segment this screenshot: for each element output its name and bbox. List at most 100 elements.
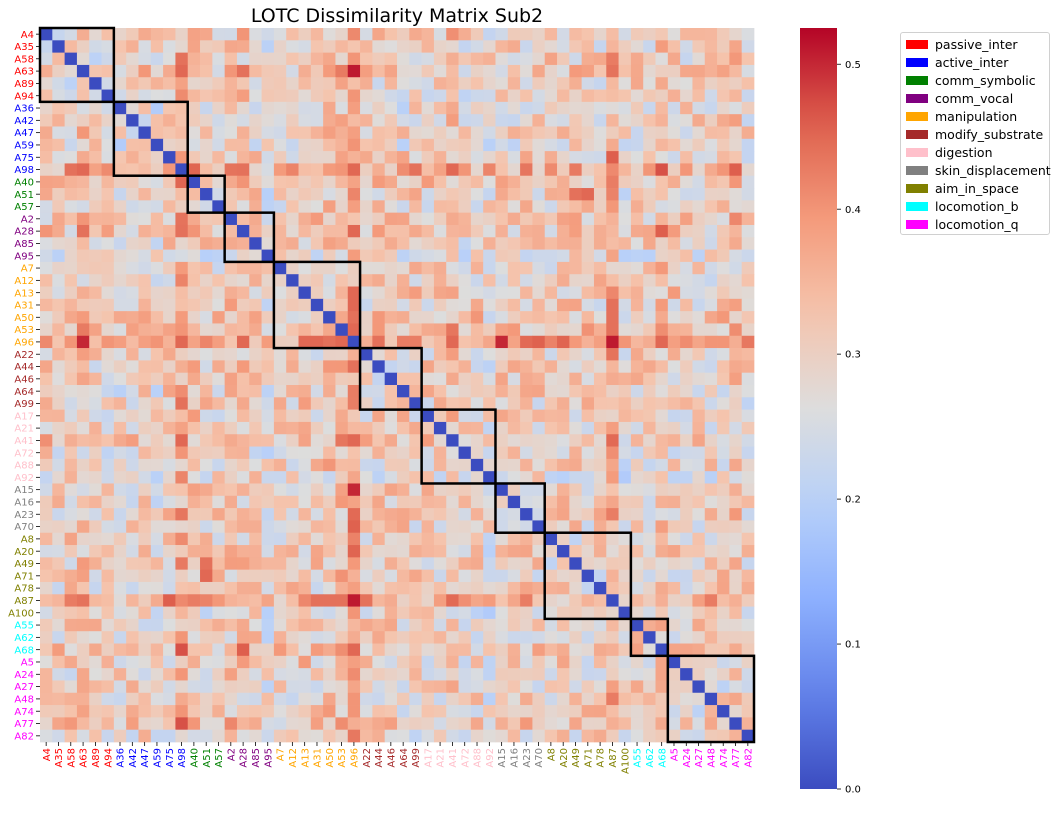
heatmap-cell (89, 434, 102, 447)
heatmap-cell (249, 77, 262, 90)
heatmap-cell (470, 545, 484, 558)
heatmap-cell (76, 40, 90, 53)
heatmap-cell (729, 335, 743, 349)
heatmap-cell (384, 729, 398, 743)
heatmap-cell (643, 101, 656, 115)
heatmap-cell (618, 594, 632, 607)
heatmap-cell (212, 495, 226, 509)
heatmap-cell (397, 655, 410, 669)
heatmap-cell (692, 495, 706, 509)
heatmap-cell (113, 372, 127, 386)
heatmap-cell (360, 323, 373, 337)
heatmap-cell (741, 397, 755, 410)
heatmap-cell (323, 655, 336, 669)
heatmap-cell (729, 532, 743, 546)
heatmap-cell (593, 151, 607, 164)
heatmap-cell (360, 508, 373, 521)
heatmap-cell (692, 458, 706, 472)
heatmap-cell (606, 705, 619, 718)
heatmap-cell (212, 274, 226, 287)
heatmap-cell (64, 508, 78, 521)
heatmap-cell (397, 360, 410, 374)
heatmap-cell (384, 397, 398, 410)
heatmap-cell (520, 434, 533, 447)
heatmap-cell (224, 409, 238, 423)
heatmap-cell (470, 668, 484, 681)
heatmap-cell (163, 508, 176, 521)
heatmap-cell (680, 298, 693, 312)
heatmap-cell (692, 28, 706, 41)
heatmap-cell (335, 335, 349, 349)
heatmap-cell (335, 163, 349, 177)
heatmap-cell (458, 495, 472, 509)
heatmap-cell (643, 298, 656, 312)
heatmap-cell (200, 655, 213, 669)
heatmap-cell (421, 668, 435, 681)
heatmap-cell (680, 101, 693, 115)
heatmap-cell (273, 261, 287, 275)
heatmap-cell (520, 261, 533, 275)
heatmap-cell (187, 200, 201, 214)
heatmap-cell (40, 397, 53, 410)
heatmap-cell (52, 335, 65, 349)
heatmap-cell (470, 655, 484, 669)
heatmap-cell (704, 434, 718, 447)
y-tick-label: A42 (14, 116, 34, 127)
heatmap-cell (298, 397, 312, 410)
heatmap-cell (729, 643, 743, 657)
heatmap-cell (76, 249, 90, 263)
heatmap-cell (236, 261, 250, 275)
group-block-locomotion_b (629, 617, 670, 658)
heatmap-cell (507, 188, 521, 201)
heatmap-cell (76, 483, 90, 497)
heatmap-cell (717, 508, 730, 521)
heatmap-cell (532, 101, 546, 115)
heatmap-cell (397, 434, 410, 447)
heatmap-cell (273, 458, 287, 472)
heatmap-cell (347, 717, 361, 731)
heatmap-cell (52, 114, 65, 127)
heatmap-cell (717, 717, 730, 731)
heatmap-cell (483, 471, 496, 484)
heatmap-cell (667, 89, 681, 103)
heatmap-cell (544, 64, 558, 78)
heatmap-cell (76, 77, 90, 90)
heatmap-cell (52, 274, 65, 287)
heatmap-cell (212, 409, 226, 423)
heatmap-cell (483, 618, 496, 632)
heatmap-cell (89, 692, 102, 706)
heatmap-cell (593, 101, 607, 115)
heatmap-cell (40, 286, 53, 300)
heatmap-cell (606, 631, 619, 644)
heatmap-cell (458, 729, 472, 743)
heatmap-cell (64, 717, 78, 731)
heatmap-cell (175, 618, 189, 632)
heatmap-cell (384, 692, 398, 706)
heatmap-cell (729, 200, 743, 214)
heatmap-cell (544, 520, 558, 534)
heatmap-cell (187, 508, 201, 521)
heatmap-cell (64, 200, 78, 214)
heatmap-cell (655, 28, 669, 41)
heatmap-cell (249, 151, 262, 164)
heatmap-cell (421, 188, 435, 201)
heatmap-cell (421, 372, 435, 386)
heatmap-cell (298, 680, 312, 694)
heatmap-cell (717, 311, 730, 324)
heatmap-cell (347, 409, 361, 423)
heatmap-cell (212, 200, 226, 214)
heatmap-cell (150, 483, 164, 497)
heatmap-cell (212, 335, 226, 349)
heatmap-cell (40, 729, 53, 743)
heatmap-cell (310, 274, 324, 287)
heatmap-cell (741, 89, 755, 103)
heatmap-cell (704, 495, 718, 509)
heatmap-cell (446, 446, 459, 460)
heatmap-cell (52, 372, 65, 386)
heatmap-cell (126, 717, 139, 731)
heatmap-cell (163, 175, 176, 189)
heatmap-cell (372, 569, 386, 583)
heatmap-cell (520, 372, 533, 386)
heatmap-cell (717, 471, 730, 484)
heatmap-cell (630, 557, 644, 571)
